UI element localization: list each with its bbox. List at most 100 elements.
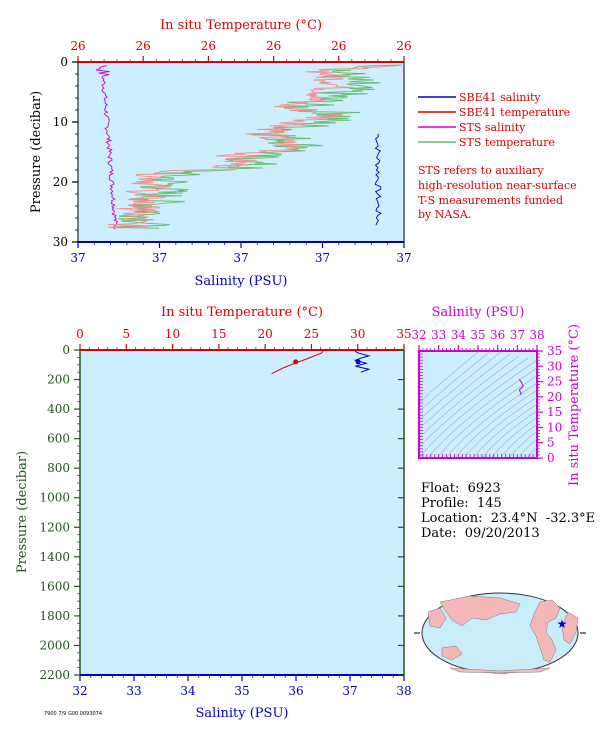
ts-temperature-tick-label: 20	[547, 390, 562, 404]
ts-density-contour	[427, 367, 537, 458]
ts-density-contour	[499, 423, 537, 458]
bottom-temperature-tick-label: 15	[211, 327, 226, 341]
top-salinity-tick-label: 37	[396, 251, 411, 265]
bottom-temperature-axis-label: In situ Temperature (°C)	[161, 305, 323, 320]
legend-note-line-1: STS refers to auxiliary	[418, 164, 544, 177]
bottom-pressure-tick-label: 600	[47, 432, 70, 446]
top-pressure-tick-label: 0	[60, 55, 68, 69]
top-salinity-tick-label: 37	[70, 251, 85, 265]
bottom-temperature-tick-label: 0	[76, 327, 84, 341]
ts-temperature-tick-label: 5	[547, 436, 555, 450]
bottom-pressure-tick-label: 1000	[39, 491, 70, 505]
ts-salinity-tick-label: 35	[470, 328, 485, 342]
footer-code: 7900 7/9 G00 0093074	[44, 711, 103, 717]
bottom-temperature-tick-label: 20	[258, 327, 273, 341]
map-land-eurasia	[439, 595, 521, 627]
ts-salinity-ticks: 32 33 34 35 36 37 38	[411, 328, 545, 458]
ts-density-contour	[472, 403, 537, 458]
profile-date: Date: 09/20/2013	[421, 526, 540, 541]
float-location: Location: 23.4°N -32.3°E	[421, 511, 596, 526]
top-sts-temperature-line	[109, 64, 403, 229]
bottom-pressure-tick-label: 1200	[39, 520, 70, 534]
ts-density-contour	[481, 410, 537, 458]
ts-density-contour	[419, 351, 480, 404]
ts-panel: 32 33 34 35 36 37 38 Salinity (PSU) 0510152025…	[411, 305, 582, 486]
top-sts-salinity-line	[95, 65, 119, 230]
ts-density-contour	[419, 359, 537, 458]
legend-note-line-3: T-S measurements funded	[418, 194, 563, 207]
top-temperature-tick-label: 26	[331, 39, 346, 53]
bottom-pressure-tick-label: 0	[62, 343, 70, 357]
ts-density-contour	[419, 351, 492, 412]
bottom-pressure-tick-label: 800	[47, 461, 70, 475]
legend-label-sbe41-temperature: SBE41 temperature	[459, 106, 570, 119]
bottom-pressure-tick-label: 2000	[39, 638, 70, 652]
top-profiles	[95, 64, 403, 230]
bottom-salinity-tick-label: 36	[288, 684, 303, 698]
bottom-salinity-tick-label: 37	[342, 684, 357, 698]
bottom-sbe41-salinity-line	[353, 350, 371, 373]
ts-temperature-tick-label: 35	[547, 344, 562, 358]
top-temperature-tick-label: 26	[396, 39, 411, 53]
bottom-temperature-ticks: 0 5 10 15 20 25 30 35	[76, 327, 412, 350]
top-sbe41-temperature-line	[107, 64, 403, 229]
ts-temperature-tick-label: 10	[547, 420, 562, 434]
map-land-americas	[529, 599, 561, 663]
profile-number: Profile: 145	[421, 496, 502, 511]
legend-label-sts-salinity: STS salinity	[459, 121, 526, 134]
top-salinity-axis-label: Salinity (PSU)	[195, 274, 288, 289]
map-land-antarctica	[449, 667, 551, 674]
bottom-pressure-tick-label: 1800	[39, 609, 70, 623]
ts-density-contour	[419, 355, 520, 439]
legend-note-line-4: by NASA.	[418, 208, 471, 221]
legend-label-sts-temperature: STS temperature	[459, 136, 555, 149]
legend-note-line-2: high-resolution near-surface	[418, 179, 577, 192]
bottom-salinity-axis-label: Salinity (PSU)	[196, 706, 289, 721]
map-land-africa	[561, 611, 579, 645]
ts-density-contour	[454, 389, 537, 458]
ts-density-contour	[419, 351, 502, 421]
bottom-temperature-marker	[293, 359, 299, 365]
bottom-temperature-tick-label: 35	[396, 327, 411, 341]
bottom-pressure-tick-label: 1400	[39, 550, 70, 564]
float-location-star-icon: ★	[557, 617, 568, 631]
float-id: Float: 6923	[421, 481, 501, 496]
ts-curve	[518, 378, 524, 396]
bottom-temperature-tick-label: 30	[350, 327, 365, 341]
ts-temperature-tick-label: 0	[547, 451, 555, 465]
ts-density-contour	[436, 375, 537, 458]
ts-density-contour	[490, 417, 537, 458]
ts-density-contours	[419, 351, 537, 458]
ts-density-contour	[517, 438, 537, 458]
map-land-asia-east	[427, 607, 447, 629]
bottom-salinity-ticks: 32 33 34 35 36 37 38	[72, 675, 412, 698]
ts-salinity-tick-label: 36	[490, 328, 505, 342]
float-info: Float: 6923 Profile: 145 Location: 23.4°…	[421, 481, 595, 541]
bottom-salinity-tick-label: 33	[126, 684, 141, 698]
ts-density-contour	[445, 382, 537, 458]
ts-points	[518, 378, 524, 396]
ts-temperature-tick-label: 25	[547, 375, 562, 389]
ts-salinity-tick-label: 38	[529, 328, 544, 342]
top-panel: 26 26 26 26 26 26 In situ Temperature (°C) 37…	[29, 18, 412, 289]
bottom-sbe41-temperature-line	[271, 349, 324, 375]
ts-salinity-tick-label: 34	[451, 328, 467, 342]
ts-temperature-tick-label: 30	[547, 359, 562, 373]
bottom-temperature-tick-label: 5	[122, 327, 130, 341]
top-temperature-tick-label: 26	[70, 39, 85, 53]
top-pressure-tick-label: 30	[53, 235, 68, 249]
bottom-pressure-tick-label: 1600	[39, 579, 70, 593]
bottom-pressure-tick-label: 200	[47, 373, 70, 387]
bottom-salinity-tick-label: 34	[180, 684, 196, 698]
top-temperature-axis-label: In situ Temperature (°C)	[160, 18, 322, 33]
bottom-panel: 0 5 10 15 20 25 30 35 In situ Temperature (°C) …	[15, 305, 412, 721]
bottom-salinity-marker	[355, 359, 361, 365]
bottom-profiles	[271, 349, 371, 375]
top-salinity-ticks: 37 37 37 37 37	[70, 242, 412, 265]
top-pressure-tick-label: 20	[53, 175, 68, 189]
ts-temperature-axis-label: In situ Temperature (°C)	[567, 324, 582, 486]
bottom-salinity-tick-label: 38	[396, 684, 411, 698]
top-pressure-ticks: 0 10 20 30	[53, 55, 78, 249]
